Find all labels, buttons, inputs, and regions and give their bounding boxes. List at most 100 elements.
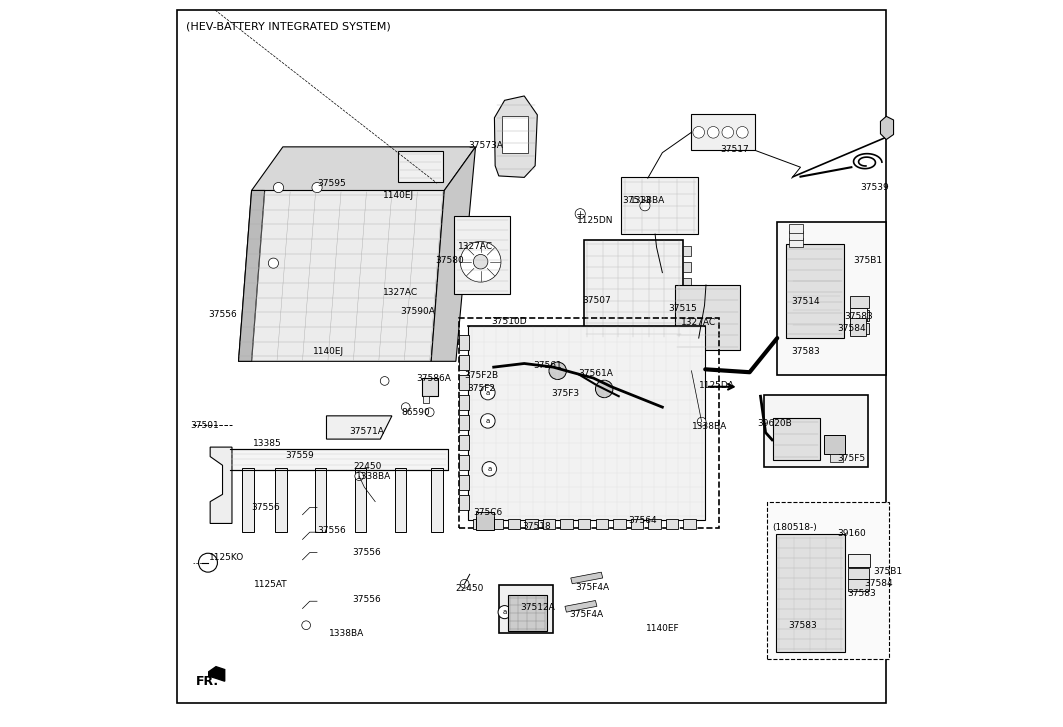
Circle shape [697,417,706,426]
Text: 37586A: 37586A [416,374,451,382]
Text: 37571A: 37571A [349,427,384,435]
Text: 37583: 37583 [791,348,820,356]
Bar [543,519,555,529]
Circle shape [460,241,501,282]
Text: 37584: 37584 [864,579,893,587]
Circle shape [273,182,284,193]
Circle shape [595,380,613,398]
Bar [829,454,843,462]
Bar [459,495,469,510]
Text: a: a [503,609,507,615]
Text: 37515: 37515 [669,304,697,313]
Bar [682,246,691,256]
Text: 37510D: 37510D [491,317,527,326]
Text: 37514: 37514 [792,297,821,306]
Circle shape [268,258,279,268]
Bar [682,278,691,288]
Bar [578,519,590,529]
Bar [507,595,547,631]
Circle shape [737,126,748,138]
Circle shape [549,362,567,379]
Circle shape [480,385,495,400]
Circle shape [402,403,410,411]
Bar [665,519,678,529]
Bar [355,468,367,532]
Bar [764,395,868,467]
Bar [473,519,485,529]
Bar [684,519,696,529]
Text: 37583: 37583 [848,590,877,598]
Text: 375F5: 375F5 [837,454,865,462]
Text: 1125DN: 1125DN [577,216,613,225]
Polygon shape [880,116,894,140]
Text: 1327AC: 1327AC [680,318,715,326]
Polygon shape [564,601,597,612]
Bar [459,455,469,470]
Bar [682,326,691,336]
Bar [776,534,845,652]
Bar [394,468,406,532]
Bar [525,519,538,529]
Bar [621,177,698,234]
Bar [682,310,691,320]
Bar [850,310,868,321]
Bar [459,415,469,430]
Bar [459,318,719,528]
Bar [499,585,554,633]
Bar [584,240,682,339]
Text: 37501: 37501 [190,421,219,430]
Polygon shape [571,572,603,584]
Bar [848,579,868,591]
Bar [613,519,625,529]
Bar [691,114,756,150]
Text: 37590A: 37590A [401,307,436,316]
Text: 1140EJ: 1140EJ [314,348,344,356]
Text: 37556: 37556 [208,310,237,319]
Bar [459,355,469,369]
Text: 37573A: 37573A [468,141,503,150]
Bar [777,222,887,375]
Text: 375F3: 375F3 [551,389,579,398]
Circle shape [708,126,719,138]
Circle shape [575,209,586,219]
Circle shape [425,408,434,417]
Bar [786,244,844,338]
Text: 375B1: 375B1 [853,257,882,265]
Text: 37517: 37517 [720,145,748,153]
Bar [595,519,608,529]
Text: 375F2: 375F2 [468,385,495,393]
Circle shape [460,579,469,588]
Text: 37539: 37539 [860,183,889,192]
Bar [850,308,867,321]
Circle shape [199,553,218,572]
Bar [675,285,740,350]
Text: 375F4A: 375F4A [570,610,604,619]
Bar [490,519,503,529]
Text: 37583: 37583 [844,312,873,321]
Bar [630,519,643,529]
Bar [848,568,868,579]
Bar [773,418,821,460]
Text: a: a [486,390,490,395]
Polygon shape [432,147,475,361]
Text: 1140EF: 1140EF [645,624,679,633]
Circle shape [693,126,705,138]
Text: 37595: 37595 [317,180,345,188]
Polygon shape [326,416,392,439]
Text: 375F4A: 375F4A [575,583,609,592]
Bar [432,468,443,532]
Text: 37561: 37561 [533,361,561,370]
Circle shape [722,126,733,138]
Text: 37559: 37559 [286,451,315,460]
Text: 1140EJ: 1140EJ [383,191,415,200]
Bar [468,326,705,520]
Text: 22450: 22450 [455,585,484,593]
Text: 375C6: 375C6 [473,508,503,517]
Text: (180518-): (180518-) [772,523,816,532]
Bar [648,519,661,529]
Circle shape [473,254,488,269]
Bar [508,519,520,529]
Bar [455,216,509,294]
Bar [475,512,494,530]
Text: 1125KO: 1125KO [208,553,244,562]
